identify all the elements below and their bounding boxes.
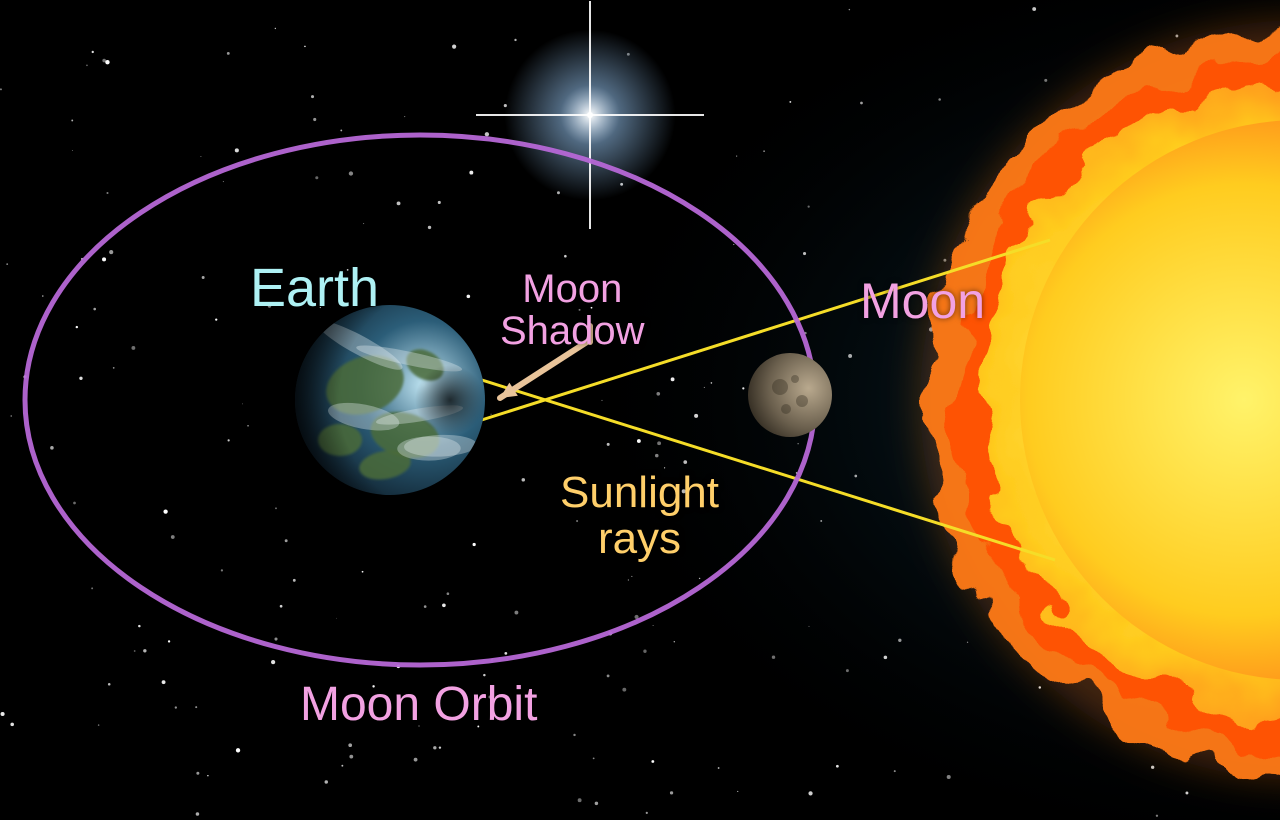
eclipse-diagram: Earth Moon Shadow Moon Sunlight rays Moo… <box>0 0 1280 820</box>
diagram-svg <box>0 0 1280 820</box>
moon <box>748 353 832 437</box>
earth <box>295 305 485 495</box>
